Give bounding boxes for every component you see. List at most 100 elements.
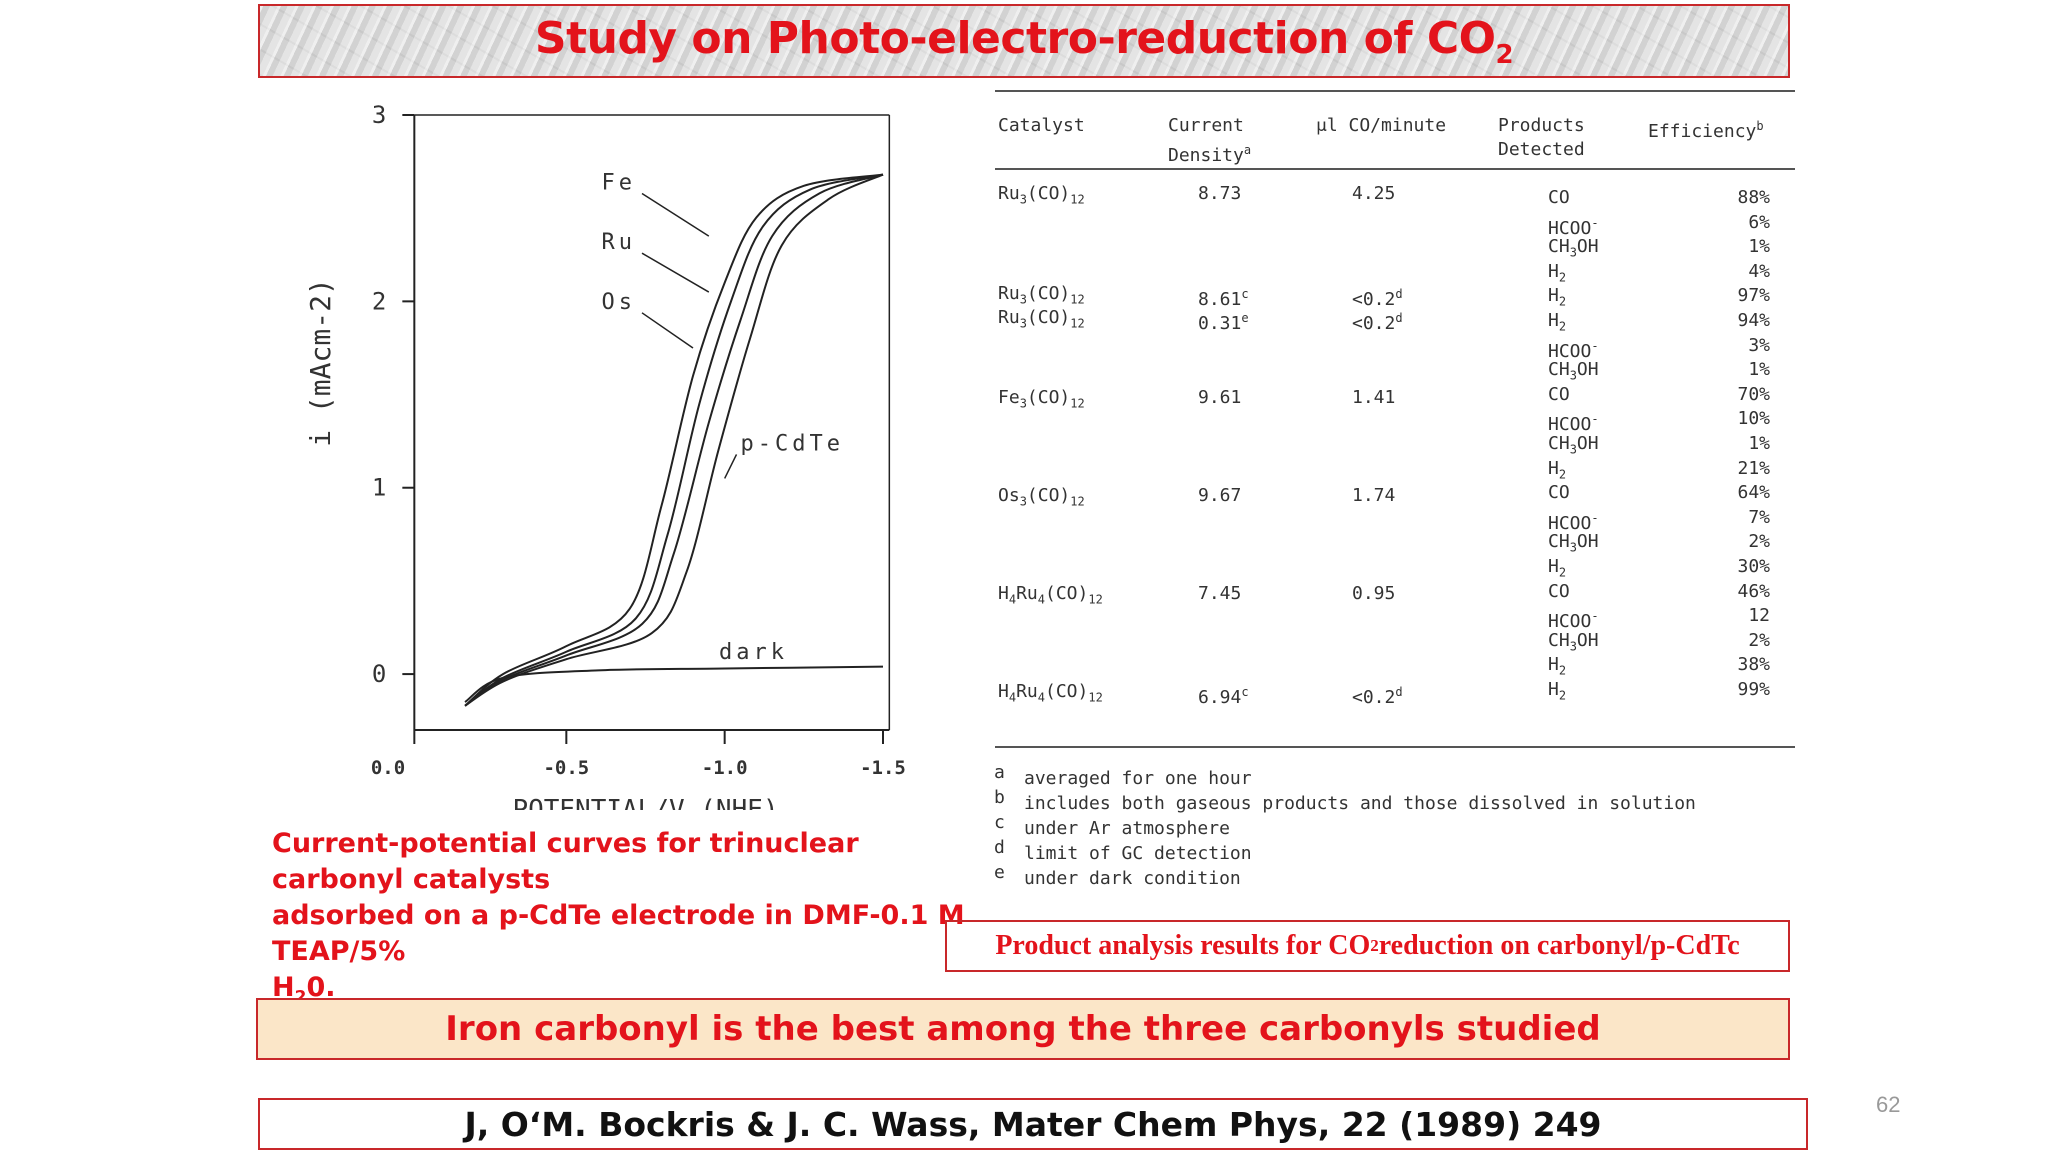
curve-os	[464, 173, 884, 707]
current-density-cell: 9.61	[1198, 387, 1242, 408]
efficiency-cell: 2%	[1748, 629, 1770, 651]
footnote-key: b	[994, 787, 1005, 808]
product-cell: H2	[1548, 556, 1567, 580]
co-rate-cell: 1.74	[1352, 485, 1396, 506]
product-cell: H2	[1548, 654, 1567, 678]
product-cell: H2	[1548, 310, 1567, 334]
co-rate-cell: <0.2d	[1352, 311, 1403, 334]
curve-ru	[464, 173, 884, 707]
y-tick-label: 3	[372, 101, 386, 129]
curve-p-cdte	[464, 173, 884, 707]
catalyst-cell: H4Ru4(CO)12	[998, 681, 1103, 705]
product-cell: HCOO-	[1548, 510, 1599, 534]
table-header-rule	[995, 168, 1795, 170]
x-tick-label: -1.0	[702, 757, 748, 779]
efficiency-cell: 97%	[1737, 285, 1770, 307]
product-analysis-caption: Product analysis results for CO 2 reducti…	[945, 920, 1790, 972]
co-rate-cell: 0.95	[1352, 583, 1396, 604]
header-efficiency: Efficiencyb	[1648, 119, 1764, 142]
y-axis-label: i (mAcm-2)	[304, 278, 337, 447]
current-density-cell: 0.31e	[1198, 311, 1249, 334]
efficiency-cell: 7%	[1748, 506, 1770, 528]
product-cell: CH3OH	[1548, 433, 1599, 457]
efficiency-cell: 21%	[1737, 457, 1770, 479]
footnote-key: c	[994, 812, 1005, 833]
catalyst-cell: Ru3(CO)12	[998, 183, 1085, 207]
figure-caption-line1: Current-potential curves for trinuclear …	[272, 828, 859, 895]
product-cell: CH3OH	[1548, 236, 1599, 260]
footnote-text: averaged for one hour	[1024, 768, 1252, 789]
product-cell: CO	[1548, 187, 1570, 208]
co-rate-cell: 1.41	[1352, 387, 1396, 408]
efficiency-cell: 70%	[1737, 383, 1770, 405]
series-label-dark: dark	[719, 640, 788, 665]
current-potential-chart: 0 1 2 3 0.0 -0.5 -1.0 -1.5 POTENTIAL/V (NHE) i (m…	[304, 101, 906, 810]
current-density-cell: 8.61c	[1198, 287, 1249, 310]
series-label-ru: Ru	[602, 230, 637, 255]
conclusion-banner: Iron carbonyl is the best among the thre…	[256, 998, 1790, 1060]
table-top-rule	[995, 90, 1795, 92]
efficiency-cell: 4%	[1748, 260, 1770, 282]
efficiency-cell: 38%	[1737, 654, 1770, 676]
slide-title-bar: Study on Photo-electro-reduction of CO2	[258, 4, 1790, 78]
efficiency-cell: 64%	[1737, 482, 1770, 504]
current-density-cell: 6.94c	[1198, 685, 1249, 708]
product-cell: CH3OH	[1548, 531, 1599, 555]
catalyst-cell: H4Ru4(CO)12	[998, 583, 1103, 607]
co-rate-cell: 4.25	[1352, 183, 1396, 204]
curve-fe	[464, 173, 884, 707]
product-cell: HCOO-	[1548, 412, 1599, 436]
y-tick-label: 0	[372, 660, 386, 688]
efficiency-cell: 6%	[1748, 211, 1770, 233]
efficiency-cell: 12	[1748, 605, 1770, 627]
curve-dark	[464, 665, 884, 703]
footnote-text: under Ar atmosphere	[1024, 818, 1230, 839]
efficiency-cell: 46%	[1737, 580, 1770, 602]
product-cell: CH3OH	[1548, 629, 1599, 654]
current-density-cell: 7.45	[1198, 583, 1242, 604]
efficiency-cell: 1%	[1748, 433, 1770, 454]
efficiency-cell: 1%	[1748, 236, 1770, 258]
co-rate-cell: <0.2d	[1352, 287, 1403, 310]
leader-line-ru	[641, 252, 710, 293]
product-cell: HCOO-	[1548, 338, 1599, 362]
header-catalyst: Catalyst	[998, 115, 1085, 136]
leader-line-p-cdte	[723, 454, 738, 479]
catalyst-cell: Ru3(CO)12	[998, 283, 1085, 307]
y-tick-label: 2	[372, 287, 386, 315]
catalyst-cell: Ru3(CO)12	[998, 307, 1085, 331]
current-density-cell: 8.73	[1198, 183, 1242, 204]
co-rate-cell: <0.2d	[1352, 685, 1403, 708]
efficiency-cell: 1%	[1748, 359, 1770, 381]
series-label-os: Os	[602, 290, 637, 315]
figure-caption-line3: H20.	[272, 972, 336, 1007]
footnote-key: d	[994, 837, 1005, 858]
product-cell: H2	[1548, 260, 1567, 285]
figure-caption: Current-potential curves for trinuclear …	[272, 826, 992, 1015]
x-tick-label: -1.5	[860, 757, 906, 779]
page-number: 62	[1876, 1092, 1901, 1117]
catalyst-cell: Fe3(CO)12	[998, 387, 1085, 411]
product-cell: H2	[1548, 679, 1567, 703]
catalyst-cell: Os3(CO)12	[998, 485, 1085, 509]
series-label-p-cdte: p-CdTe	[741, 431, 844, 456]
footnote-key: e	[994, 862, 1005, 883]
footnote-text: under dark condition	[1024, 868, 1241, 889]
product-cell: CO	[1548, 482, 1570, 504]
x-tick-label: -0.5	[543, 757, 589, 779]
leader-line-os	[641, 312, 694, 349]
x-axis-label: POTENTIAL/V (NHE)	[512, 795, 778, 810]
product-cell: CO	[1548, 383, 1570, 405]
footnote-text: limit of GC detection	[1024, 843, 1252, 864]
footnote-text: includes both gaseous products and those…	[1024, 793, 1696, 814]
efficiency-cell: 30%	[1737, 556, 1770, 577]
table-bottom-rule	[995, 746, 1795, 748]
product-cell: H2	[1548, 285, 1567, 309]
product-cell: HCOO-	[1548, 215, 1599, 239]
product-cell: HCOO-	[1548, 609, 1599, 633]
figure-caption-line2: adsorbed on a p-CdTe electrode in DMF-0.…	[272, 900, 965, 967]
efficiency-cell: 94%	[1737, 310, 1770, 331]
efficiency-cell: 3%	[1748, 334, 1770, 356]
product-analysis-table: Catalyst Current Densitya μl CO/minute P…	[980, 86, 1795, 906]
header-products: Products Detected	[1498, 115, 1585, 160]
